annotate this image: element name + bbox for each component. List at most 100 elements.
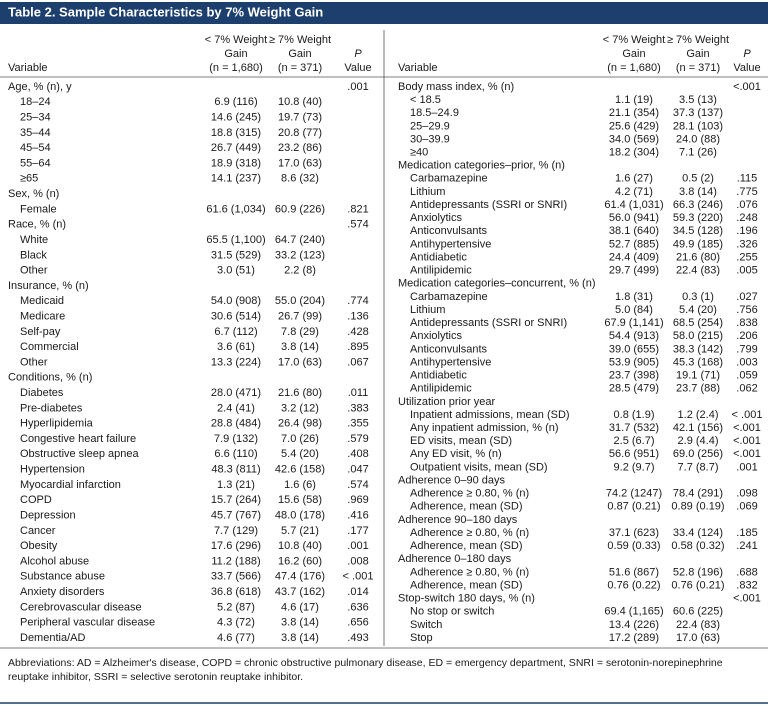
cell-value: 26.7 (99) (278, 310, 322, 322)
row-label: Cerebrovascular disease (20, 601, 142, 613)
cell-value: .775 (736, 186, 757, 198)
row-label: 18–24 (20, 96, 51, 108)
row-label: Any inpatient admission, % (n) (410, 422, 559, 434)
row-label: 25–34 (20, 112, 51, 124)
cell-value: .774 (347, 295, 368, 307)
cell-value: 33.7 (566) (211, 571, 261, 583)
cell-value: 2.2 (8) (284, 265, 316, 277)
cell-value: .098 (736, 488, 757, 500)
row-label: Alcohol abuse (20, 555, 89, 567)
cell-value: .969 (347, 494, 368, 506)
cell-value: 4.6 (17) (281, 601, 319, 613)
cell-value: 2.5 (6.7) (614, 435, 655, 447)
cell-value: 61.4 (1,031) (604, 199, 663, 211)
cell-value: 16.2 (60) (278, 555, 322, 567)
row-label: Self-pay (20, 326, 61, 338)
section-label: Medication categories–concurrent, % (n) (398, 278, 595, 290)
cell-value: .136 (347, 310, 368, 322)
cell-value: 30.6 (514) (211, 310, 261, 322)
cell-value: 65.5 (1,100) (206, 234, 265, 246)
cell-value: .656 (347, 617, 368, 629)
p-value: .001 (347, 81, 368, 93)
cell-value: .001 (347, 540, 368, 552)
row-label: Medicare (20, 310, 65, 322)
section-label: Adherence 90–180 days (398, 514, 518, 526)
cell-value: 55.0 (204) (275, 295, 325, 307)
cell-value: 20.8 (77) (278, 127, 322, 139)
section-label: Insurance, % (n) (8, 280, 89, 292)
row-label: Any ED visit, % (n) (410, 448, 502, 460)
cell-value: .067 (347, 356, 368, 368)
cell-value: 38.1 (640) (609, 225, 659, 237)
row-label: Myocardial infarction (20, 479, 121, 491)
cell-value: .196 (736, 225, 757, 237)
cell-value: 7.8 (29) (281, 326, 319, 338)
cell-value: 22.4 (83) (676, 265, 720, 277)
cell-value: 37.3 (137) (673, 107, 723, 119)
row-label: Switch (410, 619, 442, 631)
row-label: 18.5–24.9 (410, 107, 459, 119)
cell-value: 0.76 (0.22) (607, 579, 660, 591)
row-label: Adherence, mean (SD) (410, 579, 523, 591)
row-label: Peripheral vascular disease (20, 617, 155, 629)
cell-value: .185 (736, 527, 757, 539)
row-label: Other (20, 265, 48, 277)
cell-value: 36.8 (618) (211, 586, 261, 598)
cell-value: 2.9 (4.4) (678, 435, 719, 447)
cell-value: .428 (347, 326, 368, 338)
cell-value: 7.7 (8.7) (678, 461, 719, 473)
row-label: Outpatient visits, mean (SD) (410, 461, 548, 473)
section-label: Age, % (n), y (8, 81, 72, 93)
cell-value: 6.7 (112) (214, 326, 257, 338)
row-label: Black (20, 249, 47, 261)
header-variable: Variable (398, 62, 438, 74)
row-label: Hyperlipidemia (20, 418, 94, 430)
cell-value: 23.7 (398) (609, 370, 659, 382)
row-label: Antilipidemic (410, 265, 472, 277)
cell-value: .838 (736, 317, 757, 329)
cell-value: .355 (347, 418, 368, 430)
p-value: <.001 (733, 81, 761, 93)
row-label: Pre-diabetes (20, 402, 83, 414)
cell-value: 13.4 (226) (609, 619, 659, 631)
table-title: Table 2. Sample Characteristics by 7% We… (8, 4, 323, 19)
cell-value: 7.9 (132) (214, 433, 258, 445)
cell-value: .206 (736, 330, 757, 342)
cell-value: 0.8 (1.9) (614, 409, 655, 421)
cell-value: .011 (348, 387, 369, 399)
cell-value: < .001 (343, 571, 374, 583)
header-col1: Gain (622, 48, 645, 60)
cell-value: .493 (347, 632, 368, 644)
cell-value: 21.6 (80) (676, 251, 720, 263)
cell-value: .383 (347, 402, 368, 414)
row-label: White (20, 234, 48, 246)
cell-value: 59.3 (220) (673, 212, 723, 224)
cell-value: 43.7 (162) (275, 586, 325, 598)
cell-value: 1.3 (21) (217, 479, 255, 491)
section-label: Race, % (n) (8, 219, 66, 231)
cell-value: 0.3 (1) (682, 291, 714, 303)
cell-value: 28.1 (103) (673, 120, 723, 132)
cell-value: 11.2 (188) (211, 555, 260, 567)
cell-value: <.001 (733, 422, 761, 434)
cell-value: .579 (347, 433, 368, 445)
cell-value: 64.7 (240) (275, 234, 325, 246)
section-label: Adherence 0–180 days (398, 553, 512, 565)
row-label: Antidiabetic (410, 370, 467, 382)
cell-value: 0.76 (0.21) (671, 579, 724, 591)
cell-value: 69.0 (256) (673, 448, 723, 460)
cell-value: .014 (347, 586, 368, 598)
cell-value: 1.6 (27) (615, 173, 653, 185)
cell-value: 54.0 (908) (211, 295, 261, 307)
cell-value: .574 (347, 479, 368, 491)
cell-value: .799 (736, 343, 757, 355)
cell-value: 1.1 (19) (615, 94, 653, 106)
section-label: Conditions, % (n) (8, 372, 92, 384)
cell-value: 51.6 (867) (609, 566, 659, 578)
cell-value: .248 (736, 212, 757, 224)
row-label: Antidepressants (SSRI or SNRI) (410, 317, 567, 329)
cell-value: 5.4 (20) (679, 304, 717, 316)
cell-value: 13.3 (224) (211, 356, 261, 368)
cell-value: .005 (736, 265, 757, 277)
